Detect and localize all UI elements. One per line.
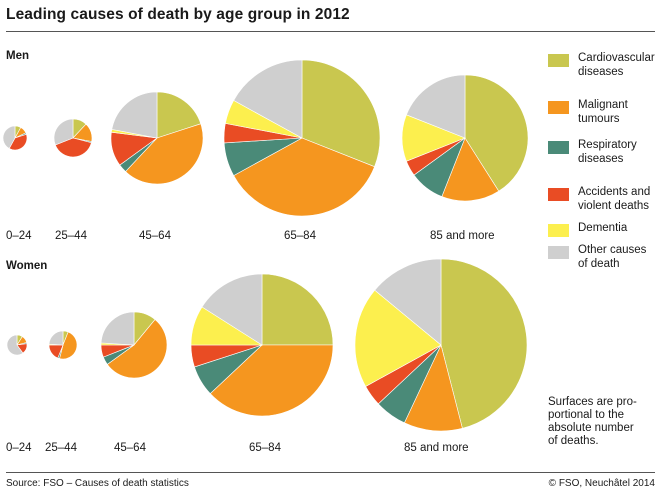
source-text: Source: FSO – Causes of death statistics — [6, 478, 189, 489]
age-label-men-0-24: 0–24 — [6, 230, 32, 242]
pie-slice-women-25-44-other — [49, 331, 63, 345]
legend-label-cardiovascular: Cardiovascular diseases — [578, 51, 661, 79]
legend-swatch-dementia — [548, 224, 569, 237]
legend-swatch-accidents — [548, 188, 569, 201]
pie-slice-women-45-64-other — [101, 312, 134, 345]
age-label-men-25-44: 25–44 — [55, 230, 87, 242]
legend-label-respiratory: Respiratory diseases — [578, 138, 661, 166]
legend-label-accidents: Accidents and violent deaths — [578, 185, 661, 213]
copyright-text: © FSO, Neuchâtel 2014 — [549, 478, 655, 489]
age-label-women-25-44: 25–44 — [45, 442, 77, 454]
legend-swatch-respiratory — [548, 141, 569, 154]
age-label-men-85-plus: 85 and more — [430, 230, 495, 242]
legend-label-other-causes: Other causes of death — [578, 243, 661, 271]
legend-label-malignant-tumours: Malignant tumours — [578, 98, 661, 126]
legend-swatch-other-causes — [548, 246, 569, 259]
age-label-women-85-plus: 85 and more — [404, 442, 469, 454]
age-label-women-45-64: 45–64 — [114, 442, 146, 454]
pie-slice-women-65-84-cardio — [262, 274, 333, 345]
legend-label-dementia: Dementia — [578, 221, 661, 235]
age-label-men-65-84: 65–84 — [284, 230, 316, 242]
legend-swatch-malignant-tumours — [548, 101, 569, 114]
legend-swatch-cardiovascular — [548, 54, 569, 67]
age-label-women-65-84: 65–84 — [249, 442, 281, 454]
bottom-rule — [6, 472, 655, 473]
surface-note: Surfaces are pro- portional to the absol… — [548, 396, 658, 448]
age-label-women-0-24: 0–24 — [6, 442, 32, 454]
age-label-men-45-64: 45–64 — [139, 230, 171, 242]
